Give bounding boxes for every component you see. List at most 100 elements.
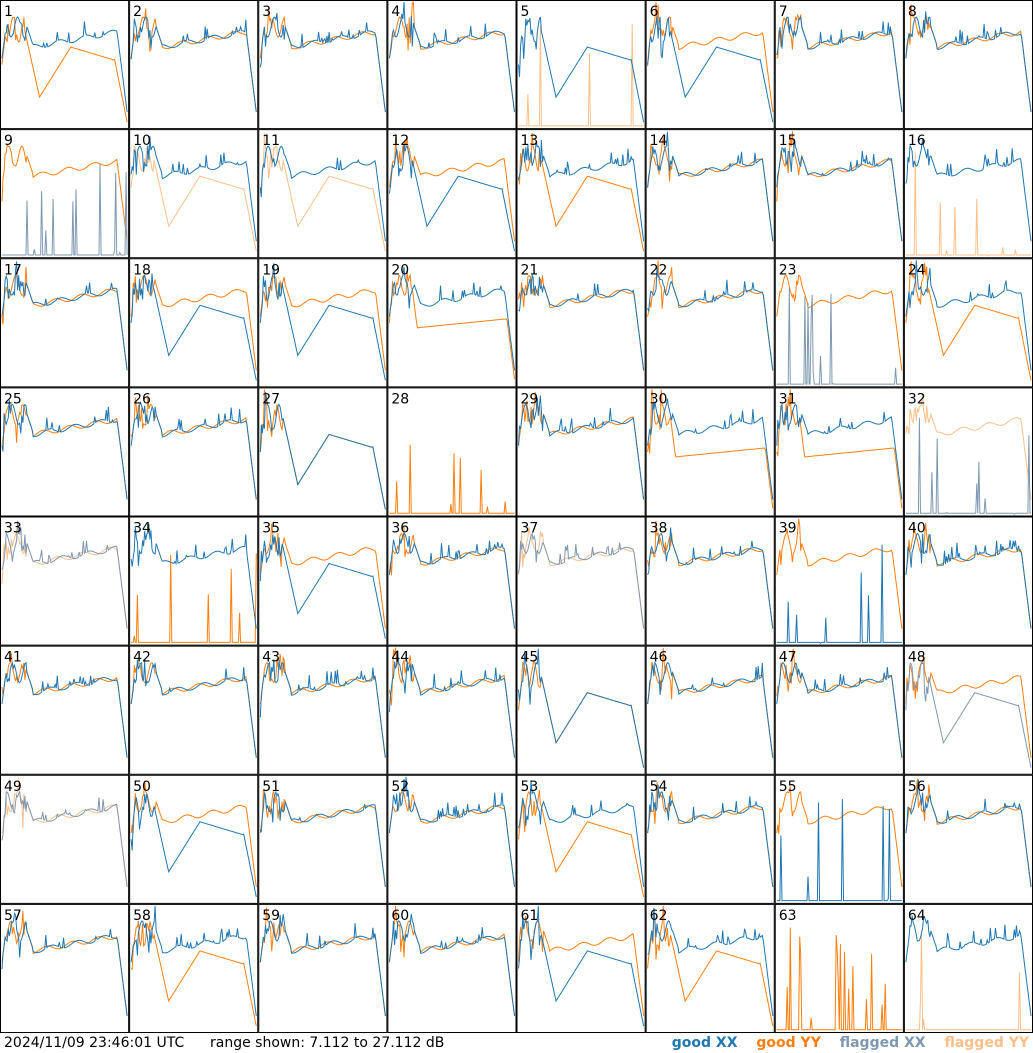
panel-56: 56: [903, 774, 1033, 904]
panel-frame: [129, 258, 259, 388]
panel-label: 35: [262, 521, 280, 537]
panel-61: 61: [516, 903, 646, 1033]
series-good-xx-1: [1, 16, 128, 113]
panel-14: 14: [645, 129, 775, 259]
panel-label: 62: [650, 908, 668, 924]
panel-label: 63: [779, 908, 797, 924]
panel-39: 39: [774, 516, 904, 646]
series-good-xx-22: [647, 266, 774, 371]
panel-18: 18: [129, 258, 259, 388]
series-good-yy-12: [388, 136, 515, 242]
panel-32: 32: [903, 387, 1033, 517]
panel-5: 5: [516, 0, 646, 130]
series-good-yy-18: [130, 274, 257, 371]
panel-57: 57: [0, 903, 130, 1033]
panel-frame: [645, 258, 775, 388]
panel-30: 30: [645, 387, 775, 517]
panel-frame: [516, 0, 646, 130]
series-good-xx-29: [518, 395, 645, 500]
panel-label: 57: [4, 908, 22, 924]
series-flagged-xx-49: [1, 790, 128, 887]
series-flagged-yy-5: [518, 23, 644, 127]
series-good-xx-24: [905, 260, 1032, 371]
panel-label: 14: [650, 133, 668, 149]
panel-label: 12: [391, 133, 409, 149]
panel-label: 42: [133, 650, 151, 666]
panel-label: 13: [521, 133, 539, 149]
series-good-xx-27: [259, 391, 386, 510]
panel-frame: [0, 0, 130, 130]
panel-frame: [516, 258, 646, 388]
series-good-xx-42: [130, 659, 257, 758]
series-good-yy-42: [130, 661, 257, 758]
panel-label: 18: [133, 262, 151, 278]
panel-50: 50: [129, 774, 259, 904]
series-good-xx-3: [259, 12, 386, 113]
series-flagged-xx-9: [2, 163, 128, 256]
panel-frame: [645, 0, 775, 130]
series-good-yy-56: [905, 778, 1032, 887]
panel-label: 23: [779, 262, 797, 278]
panel-label: 31: [779, 391, 797, 407]
panel-frame: [258, 129, 388, 259]
series-good-xx-47: [776, 661, 903, 758]
panel-frame: [903, 258, 1033, 388]
series-flagged-yy-11: [259, 133, 386, 252]
panel-frame: [0, 516, 130, 646]
series-good-xx-15: [776, 139, 903, 242]
panel-48: 48: [903, 645, 1033, 775]
series-good-yy-39: [776, 518, 903, 629]
panel-frame: [516, 516, 646, 646]
panel-38: 38: [645, 516, 775, 646]
panel-frame: [903, 0, 1033, 130]
series-good-xx-55: [776, 799, 902, 902]
series-good-xx-19: [259, 263, 386, 381]
panel-label: 55: [779, 779, 797, 795]
panel-12: 12: [387, 129, 517, 259]
panel-frame: [0, 129, 130, 259]
panel-label: 64: [908, 908, 926, 924]
panel-label: 21: [521, 262, 539, 278]
series-good-xx-13: [518, 140, 645, 242]
panel-label: 46: [650, 650, 668, 666]
panel-frame: [387, 258, 517, 388]
series-good-xx-12: [388, 144, 515, 252]
series-good-xx-46: [647, 661, 774, 758]
series-good-xx-30: [647, 398, 774, 500]
panel-label: 58: [133, 908, 151, 924]
series-good-xx-60: [388, 913, 515, 1017]
series-good-xx-61: [518, 905, 645, 1027]
panel-label: 33: [4, 521, 22, 537]
panel-28: 28: [387, 387, 517, 517]
series-good-xx-31: [776, 402, 903, 500]
panel-label: 22: [650, 262, 668, 278]
series-flagged-yy-10: [130, 145, 257, 252]
series-good-xx-39: [776, 544, 902, 644]
series-good-xx-52: [388, 776, 515, 887]
series-flagged-xx-48: [905, 662, 1032, 768]
panel-22: 22: [645, 258, 775, 388]
panel-label: 8: [908, 4, 917, 20]
series-good-xx-45: [518, 648, 645, 768]
panel-frame: [258, 516, 388, 646]
series-good-xx-6: [647, 16, 774, 123]
panel-19: 19: [258, 258, 388, 388]
legend-flagged-yy: flagged YY: [944, 1035, 1029, 1051]
panel-label: 27: [262, 391, 280, 407]
series-good-xx-14: [647, 131, 774, 242]
series-good-xx-54: [647, 784, 774, 887]
series-good-yy-9: [1, 143, 128, 242]
panel-frame: [258, 774, 388, 904]
panel-label: 40: [908, 521, 926, 537]
panel-label: 54: [650, 779, 668, 795]
panel-frame: [903, 645, 1033, 775]
panel-label: 26: [133, 391, 151, 407]
series-good-yy-38: [647, 520, 774, 629]
panel-label: 19: [262, 262, 280, 278]
legend: good XX good YY flagged XX flagged YY: [658, 1035, 1029, 1051]
panel-frame: [0, 774, 130, 904]
panel-label: 36: [391, 521, 409, 537]
series-good-yy-48: [905, 653, 1032, 758]
legend-good-yy: good YY: [756, 1035, 821, 1051]
panel-29: 29: [516, 387, 646, 517]
